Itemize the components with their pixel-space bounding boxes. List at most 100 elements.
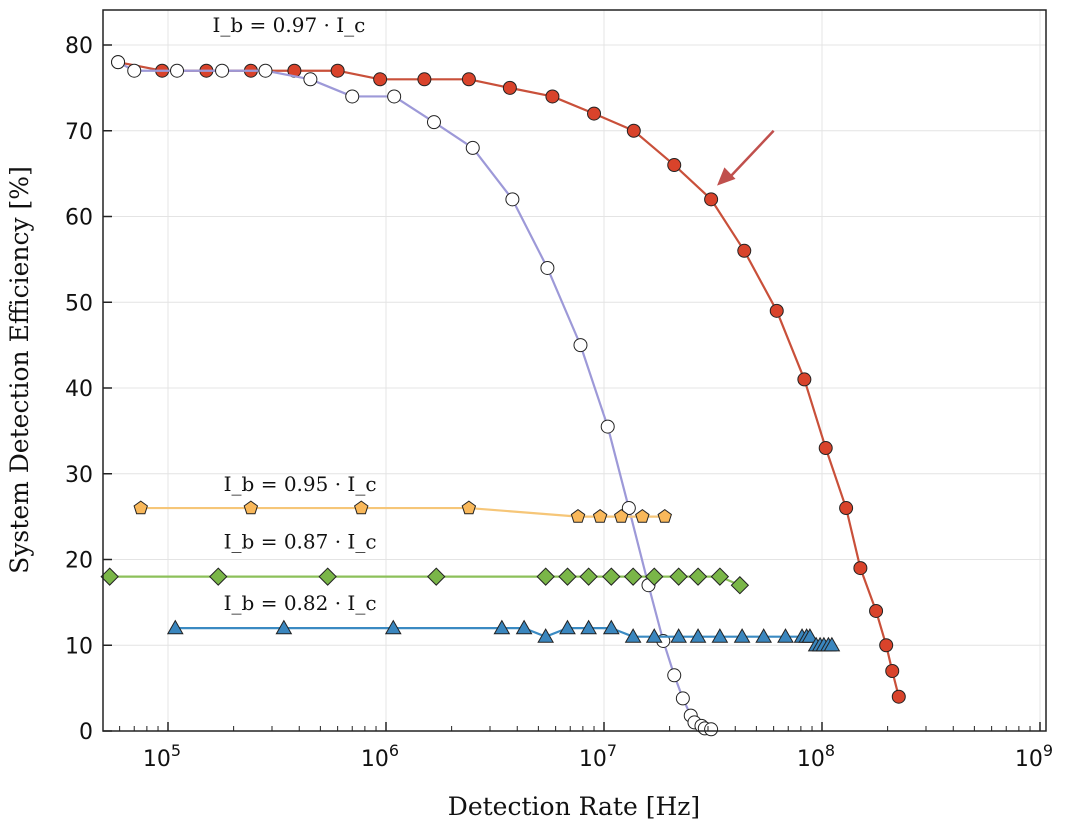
y-tick-label: 30: [65, 463, 93, 488]
ticks: 0 10 20 30 40 50 60 70 80 105 106 107 108 109: [65, 34, 1053, 772]
data-point-diamond: [579, 567, 598, 586]
data-point-triangle: [733, 628, 751, 643]
data-point-circle: [587, 106, 602, 121]
data-point-pentagon: [614, 508, 629, 523]
data-point-circle: [818, 441, 833, 456]
data-point-circle: [667, 668, 682, 683]
data-point-triangle: [670, 628, 688, 643]
data-point-circle: [345, 89, 360, 104]
data-point-circle: [737, 243, 752, 258]
data-point-triangle: [645, 628, 663, 643]
data-point-diamond: [100, 567, 119, 586]
series-line-2: [140, 506, 665, 518]
data-point-diamond: [558, 567, 577, 586]
data-point-circle: [330, 63, 345, 78]
x-tick-label: 107: [579, 741, 617, 772]
y-tick-label: 10: [65, 634, 93, 659]
y-tick-label: 70: [65, 120, 93, 145]
data-point-triangle: [711, 628, 729, 643]
data-point-triangle: [166, 619, 184, 635]
data-point-diamond: [536, 567, 555, 586]
data-point-diamond: [318, 567, 337, 586]
data-point-circle: [303, 72, 318, 87]
data-point-circle: [869, 603, 884, 618]
data-point-triangle: [580, 619, 597, 635]
y-tick-label: 40: [65, 377, 93, 402]
data-point-circle: [258, 63, 273, 78]
series-annotation-082: I_b = 0.82 · I_c: [224, 591, 377, 615]
data-point-circle: [502, 80, 517, 95]
data-point-circle: [704, 722, 719, 737]
data-point-diamond: [730, 576, 750, 595]
series-annotation-097: I_b = 0.97 · I_c: [212, 13, 365, 37]
data-point-diamond: [669, 567, 688, 586]
data-point-circle: [540, 260, 555, 275]
data-point-circle: [626, 123, 641, 138]
data-point-triangle: [515, 619, 533, 635]
data-point-circle: [461, 72, 476, 87]
data-point-circle: [387, 89, 402, 104]
series-line-1: [117, 61, 712, 731]
data-point-triangle: [624, 628, 642, 643]
data-point-circle: [621, 501, 636, 516]
data-point-circle: [704, 192, 719, 207]
data-point-circle: [600, 419, 615, 434]
data-point-triangle: [493, 619, 511, 635]
data-point-circle: [839, 501, 854, 516]
data-point-diamond: [623, 567, 643, 586]
data-point-triangle: [559, 619, 576, 635]
data-point-circle: [465, 140, 480, 155]
data-point-circle: [373, 72, 388, 87]
data-point-pentagon: [635, 508, 650, 523]
y-tick-label: 0: [79, 720, 93, 745]
data-point-circle: [675, 691, 690, 706]
y-axis-label: System Detection Efficiency [%]: [5, 166, 34, 574]
grid: [103, 10, 1046, 732]
data-point-circle: [545, 89, 560, 104]
x-tick-label: 106: [361, 741, 399, 772]
x-tick-label: 108: [797, 741, 835, 772]
data-point-pentagon: [592, 508, 608, 523]
data-point-circle: [797, 372, 812, 387]
data-point-circle: [667, 158, 682, 173]
data-point-triangle: [801, 628, 819, 643]
data-point-diamond: [645, 567, 664, 586]
y-tick-label: 80: [65, 34, 93, 59]
data-point-triangle: [384, 619, 402, 635]
data-point-circle: [891, 689, 906, 704]
x-tick-label: 105: [143, 741, 181, 772]
y-tick-label: 50: [65, 291, 93, 316]
plot-frame: [102, 9, 1047, 732]
data-point-diamond: [602, 567, 621, 586]
arrow-head-icon: [717, 167, 736, 186]
data-point-pentagon: [657, 508, 672, 523]
data-point-diamond: [710, 567, 730, 586]
data-point-pentagon: [461, 500, 477, 515]
series-group: [100, 55, 906, 737]
data-point-circle: [111, 55, 126, 70]
data-point-diamond: [427, 567, 446, 586]
data-point-pentagon: [354, 500, 369, 515]
data-point-circle: [885, 663, 900, 678]
y-tick-label: 20: [65, 549, 93, 574]
series-annotation-087: I_b = 0.87 · I_c: [224, 529, 377, 553]
arrow-shaft: [726, 129, 775, 181]
data-point-circle: [505, 192, 520, 207]
data-point-triangle: [755, 628, 773, 643]
data-point-pentagon: [570, 508, 586, 523]
data-point-circle: [426, 115, 441, 130]
data-point-triangle: [602, 619, 620, 635]
data-point-diamond: [209, 567, 228, 586]
x-tick-label: 109: [1015, 741, 1053, 772]
data-point-circle: [127, 63, 142, 78]
data-point-pentagon: [243, 500, 259, 515]
annotations: I_b = 0.97 · I_c I_b = 0.95 · I_c I_b = …: [212, 13, 775, 615]
data-point-triangle: [275, 619, 293, 635]
data-point-triangle: [689, 628, 707, 643]
data-point-circle: [417, 72, 432, 87]
data-point-pentagon: [133, 500, 148, 515]
y-tick-label: 60: [65, 206, 93, 231]
x-axis-label: Detection Rate [Hz]: [448, 792, 700, 821]
data-point-circle: [769, 303, 784, 318]
